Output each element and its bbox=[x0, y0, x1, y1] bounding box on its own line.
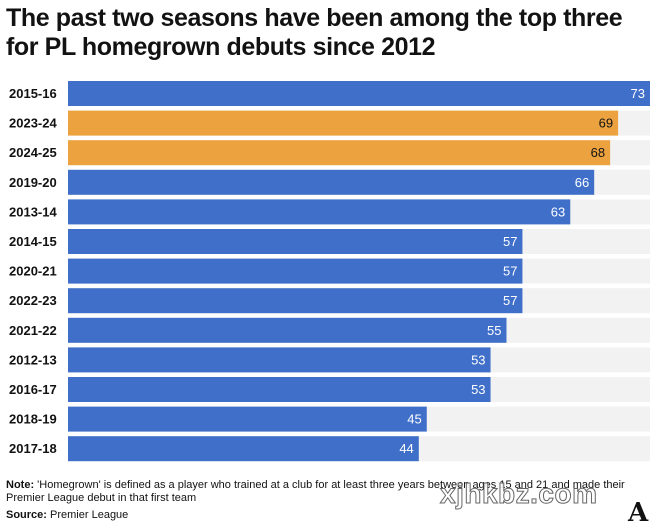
source-label: Source: bbox=[6, 509, 47, 521]
bar-2022-23 bbox=[68, 288, 523, 314]
value-label: 57 bbox=[503, 234, 517, 249]
value-label: 45 bbox=[407, 412, 421, 427]
category-label: 2017-18 bbox=[9, 441, 57, 456]
bar-2024-25 bbox=[68, 140, 611, 166]
footnote: Note: 'Homegrown' is defined as a player… bbox=[6, 479, 646, 505]
note-text: 'Homegrown' is defined as a player who t… bbox=[6, 479, 625, 504]
category-label: 2023-24 bbox=[9, 116, 57, 131]
category-label: 2022-23 bbox=[9, 293, 57, 308]
category-label: 2014-15 bbox=[9, 234, 57, 249]
category-label: 2018-19 bbox=[9, 412, 57, 427]
source-line: Source: Premier League bbox=[6, 509, 128, 522]
bar-2023-24 bbox=[68, 110, 619, 136]
category-label: 2012-13 bbox=[9, 352, 57, 367]
value-label: 57 bbox=[503, 293, 517, 308]
category-label: 2013-14 bbox=[9, 204, 57, 219]
value-label: 68 bbox=[591, 145, 605, 160]
source-text: Premier League bbox=[46, 509, 129, 521]
chart-title: The past two seasons have been among the… bbox=[6, 4, 623, 61]
value-label: 66 bbox=[575, 175, 589, 190]
category-label: 2020-21 bbox=[9, 264, 57, 279]
watermark: xjhkbz.com bbox=[439, 478, 598, 510]
value-label: 73 bbox=[631, 86, 645, 101]
value-label: 57 bbox=[503, 264, 517, 279]
category-label: 2015-16 bbox=[9, 86, 57, 101]
bar-2014-15 bbox=[68, 229, 523, 254]
bar-2020-21 bbox=[68, 258, 523, 284]
bar-2013-14 bbox=[68, 199, 571, 225]
value-label: 55 bbox=[487, 323, 501, 338]
publisher-logo: A bbox=[628, 498, 649, 528]
bar-2012-13 bbox=[68, 347, 491, 373]
bar-2019-20 bbox=[68, 169, 595, 195]
value-label: 53 bbox=[471, 352, 485, 367]
category-label: 2016-17 bbox=[9, 382, 57, 397]
bar-2017-18 bbox=[68, 436, 419, 462]
bar-2016-17 bbox=[68, 377, 491, 402]
bar-chart: 2015-16 73 2023-24 69 2024-25 68 2019-20 66 2013… bbox=[9, 81, 650, 462]
note-label: Note: bbox=[6, 479, 35, 491]
bar-2015-16 bbox=[68, 81, 650, 106]
value-label: 53 bbox=[471, 382, 485, 397]
category-label: 2019-20 bbox=[9, 175, 57, 190]
bar-2021-22 bbox=[68, 317, 507, 343]
category-label: 2021-22 bbox=[9, 323, 57, 338]
bar-2018-19 bbox=[68, 406, 427, 432]
value-label: 63 bbox=[551, 204, 565, 219]
value-label: 69 bbox=[599, 116, 613, 131]
category-label: 2024-25 bbox=[9, 145, 57, 160]
value-label: 44 bbox=[399, 441, 413, 456]
